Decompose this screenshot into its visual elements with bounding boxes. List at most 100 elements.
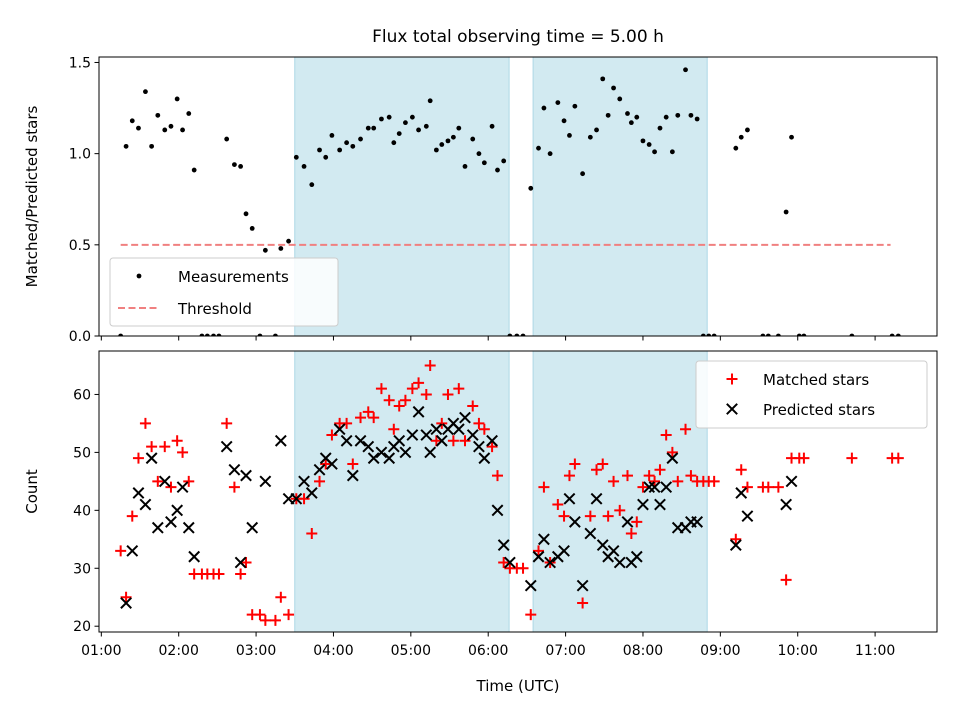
y-tick-label: 1.5: [69, 55, 91, 71]
matched-star-point: [486, 441, 498, 453]
measurement-point: [396, 131, 402, 136]
matched-star-point: [621, 470, 633, 482]
matched-star-point: [341, 417, 353, 429]
measurement-point: [789, 134, 794, 140]
measurement-point: [567, 133, 572, 138]
matched-star-point: [584, 510, 596, 522]
measurement-point: [605, 112, 611, 118]
measurement-point: [657, 125, 663, 131]
predicted-star-point: [435, 434, 448, 447]
matched-star-point: [608, 475, 620, 487]
matched-star-point: [631, 516, 643, 528]
predicted-star-point: [637, 498, 649, 511]
matched-star-point: [388, 423, 400, 435]
matched-star-point: [569, 458, 581, 470]
matched-star-point: [177, 446, 189, 458]
matched-star-point: [660, 429, 672, 441]
measurement-point: [123, 143, 129, 149]
predicted-star-point: [412, 405, 425, 418]
predicted-star-point: [785, 475, 798, 488]
matched-star-point: [228, 481, 240, 493]
predicted-star-point: [120, 597, 132, 609]
legend-label: Threshold: [177, 300, 252, 318]
measurement-point: [547, 151, 553, 157]
predicted-star-point: [473, 440, 485, 453]
matched-star-point: [602, 510, 614, 522]
measurement-point: [358, 136, 363, 142]
predicted-star-point: [333, 423, 346, 436]
predicted-star-point: [375, 446, 388, 459]
x-tick-label: 07:00: [545, 643, 585, 659]
measurement-point: [243, 211, 249, 217]
measurement-point: [329, 133, 335, 138]
predicted-star-point: [259, 475, 272, 488]
predicted-star-point: [313, 463, 326, 476]
predicted-star-point: [780, 498, 793, 511]
matched-star-point: [597, 458, 609, 470]
predicted-star-point: [643, 481, 656, 494]
legend-measurement-marker: [136, 273, 142, 279]
x-axis-label: Time (UTC): [476, 677, 560, 695]
matched-star-point: [126, 510, 138, 522]
matched-star-point: [533, 545, 545, 557]
predicted-star-point: [538, 533, 550, 546]
predicted-star-point: [691, 516, 704, 528]
predicted-star-point: [228, 463, 241, 476]
matched-star-point: [680, 423, 692, 435]
y-tick-label: 30: [73, 561, 91, 577]
measurement-point: [634, 114, 640, 120]
measurement-point: [617, 96, 623, 102]
y-tick-label: 20: [73, 619, 91, 635]
measurement-point: [143, 89, 148, 95]
measurement-point: [520, 333, 526, 336]
matched-star-point: [326, 429, 338, 441]
measurement-point: [572, 103, 578, 109]
matched-star-point: [625, 528, 637, 540]
matched-star-point: [347, 458, 359, 470]
x-tick-label: 01:00: [81, 643, 121, 659]
predicted-star-point: [741, 510, 754, 523]
measurement-point: [628, 120, 634, 126]
predicted-star-point: [486, 434, 498, 447]
measurement-point: [738, 134, 744, 140]
measurement-point: [224, 136, 230, 142]
predicted-star-point: [220, 440, 233, 453]
predicted-star-point: [648, 481, 661, 494]
measurement-point: [317, 147, 322, 153]
observing-window-shade: [294, 350, 510, 633]
matched-star-point: [453, 383, 465, 395]
predicted-star-point: [621, 516, 634, 528]
predicted-star-point: [735, 487, 748, 499]
predicted-star-point: [340, 434, 353, 447]
matched-star-point: [399, 394, 411, 406]
measurement-point: [337, 147, 343, 153]
predicted-star-point: [406, 429, 419, 441]
measurement-point: [587, 134, 593, 140]
legend-matched-marker: [726, 373, 738, 385]
matched-star-point: [368, 412, 380, 424]
measurement-point: [174, 96, 180, 102]
measurement-point: [594, 127, 599, 133]
measurement-point: [462, 164, 468, 169]
predicted-star-point: [274, 434, 287, 447]
matched-star-point: [643, 470, 655, 482]
measurement-point: [849, 333, 855, 336]
measurement-point: [155, 112, 161, 118]
measurement-point: [688, 112, 694, 118]
legend-box: [695, 360, 928, 429]
matched-star-point: [393, 400, 405, 412]
measurement-point: [625, 111, 630, 116]
measurement-point: [323, 154, 329, 160]
matched-star-point: [275, 591, 287, 603]
predicted-star-point: [563, 492, 576, 505]
measurement-point: [456, 125, 462, 131]
measurement-point: [149, 143, 155, 149]
matched-star-point: [672, 475, 684, 487]
measurement-point: [180, 127, 185, 133]
measurement-point: [476, 151, 482, 157]
predicted-star-point: [367, 452, 380, 465]
x-tick-label: 06:00: [468, 643, 508, 659]
matched-star-point: [171, 435, 183, 447]
y-tick-label: 0.5: [69, 238, 91, 254]
predicted-star-point: [234, 556, 247, 569]
